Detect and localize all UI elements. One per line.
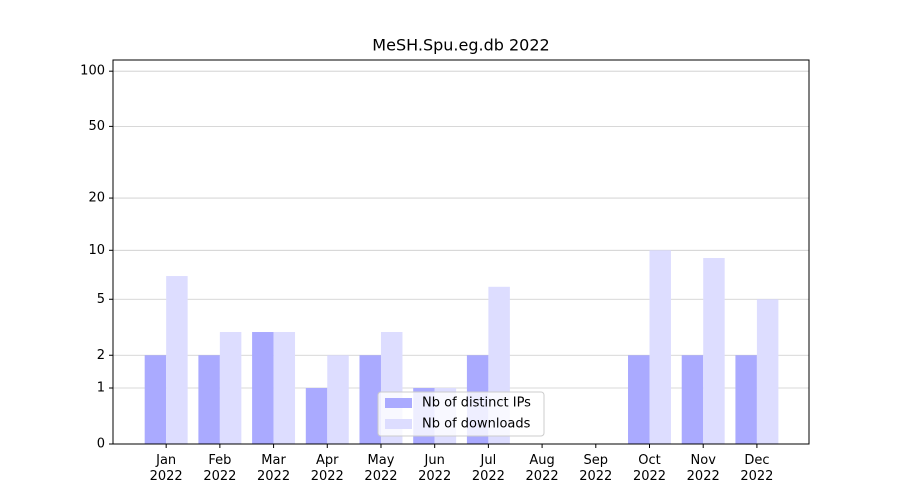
- x-tick-label: Mar 2022: [257, 453, 291, 484]
- x-tick-label: Oct 2022: [632, 453, 667, 484]
- bar: [166, 276, 188, 444]
- x-tick-label: Jan 2022: [149, 453, 183, 484]
- bar: [649, 250, 671, 444]
- y-tick-label: 0: [97, 437, 105, 452]
- legend-swatch: [385, 419, 412, 429]
- axes-frame: [112, 59, 810, 445]
- bar: [756, 299, 779, 444]
- x-tick-label: Apr 2022: [310, 453, 344, 484]
- y-tick-label: 10: [88, 243, 105, 258]
- x-tick-label: Feb 2022: [203, 453, 237, 484]
- bar: [219, 332, 242, 444]
- y-tick-label: 1: [97, 381, 105, 396]
- bar: [252, 332, 274, 444]
- x-tick-label: May 2022: [364, 453, 398, 484]
- chart-title: MeSH.Spu.eg.db 2022: [372, 36, 549, 55]
- bar: [628, 355, 650, 444]
- x-tick-label: Sep 2022: [579, 453, 613, 484]
- bar: [359, 355, 381, 444]
- x-tick-label: Aug 2022: [525, 453, 559, 484]
- y-tick-label: 20: [88, 191, 105, 206]
- y-tick-label: 5: [97, 292, 105, 307]
- bar: [305, 388, 328, 444]
- x-tick-label: Jun 2022: [418, 453, 452, 484]
- bar: [327, 355, 349, 444]
- y-tick-label: 50: [88, 119, 105, 134]
- bar: [735, 355, 757, 444]
- legend: Nb of distinct IPs Nb of downloads: [377, 391, 545, 437]
- bar: [198, 355, 220, 444]
- x-tick-label: Nov 2022: [686, 453, 720, 484]
- x-tick-label: Dec 2022: [740, 453, 774, 484]
- x-tick-label: Jul 2022: [471, 453, 505, 484]
- legend-box: [377, 391, 545, 437]
- bar: [144, 355, 167, 444]
- legend-label: Nb of downloads: [422, 417, 531, 432]
- legend-swatch: [385, 398, 412, 408]
- y-tick-label: 100: [80, 64, 105, 79]
- y-tick-label: 2: [97, 348, 105, 363]
- bar: [681, 355, 704, 444]
- bar: [703, 257, 725, 444]
- legend-label: Nb of distinct IPs: [422, 396, 531, 411]
- bar: [273, 332, 296, 444]
